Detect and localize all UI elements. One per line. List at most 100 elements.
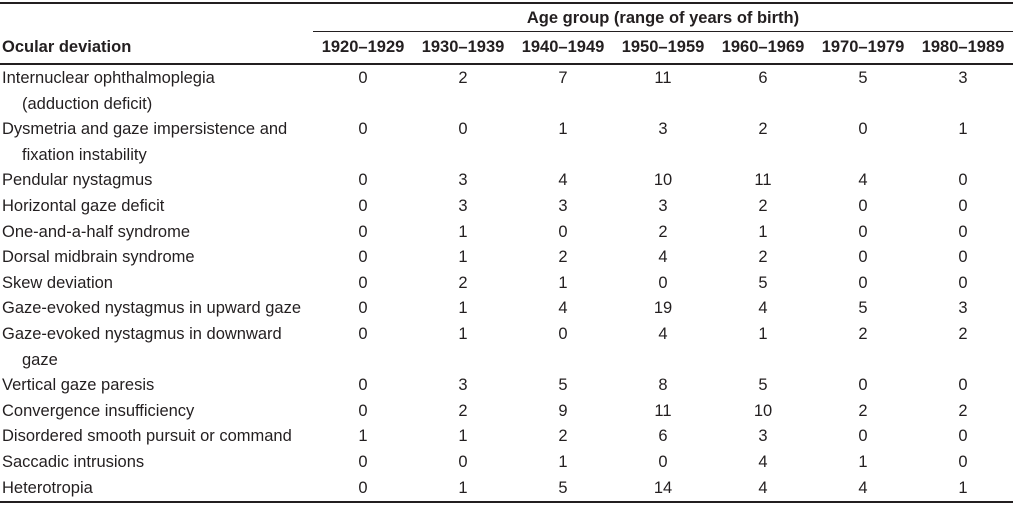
column-header-1960-1969: 1960–1969	[713, 31, 813, 65]
row-label-text: Pendular nystagmus	[2, 171, 153, 190]
row-label: Skew deviation	[0, 271, 313, 297]
value-cell: 8	[658, 376, 668, 395]
value-cell: 5	[558, 376, 568, 395]
row-label: Gaze-evoked nystagmus in upward gaze	[0, 296, 313, 322]
row-label-text: Gaze-evoked nystagmus in upward gaze	[2, 299, 301, 318]
value-cell: 0	[358, 324, 368, 343]
row-label: Vertical gaze paresis	[0, 373, 313, 399]
value-cell: 3	[558, 196, 568, 215]
value-cell: 0	[858, 196, 868, 215]
value-cell: 2	[958, 401, 968, 420]
value-cell: 5	[558, 478, 568, 497]
column-header-1970-1979: 1970–1979	[813, 31, 913, 65]
value-cell: 0	[358, 299, 368, 318]
value-cell: 0	[458, 452, 468, 471]
column-header-1930-1939: 1930–1939	[413, 31, 513, 65]
value-cell: 5	[758, 273, 768, 292]
value-cell: 4	[758, 299, 768, 318]
row-label: Heterotropia	[0, 476, 313, 503]
value-cell: 0	[358, 171, 368, 190]
value-cell: 3	[958, 299, 968, 318]
column-header-1950-1959: 1950–1959	[613, 31, 713, 65]
value-cell: 2	[558, 248, 568, 267]
value-cell: 1	[458, 427, 468, 446]
spanner-spacer	[0, 3, 313, 32]
value-cell: 0	[958, 376, 968, 395]
value-cell: 1	[458, 222, 468, 241]
value-cell: 0	[658, 452, 668, 471]
value-cell: 0	[358, 376, 368, 395]
value-cell: 19	[653, 299, 673, 318]
value-cell: 1	[758, 222, 768, 241]
value-cell: 0	[558, 222, 568, 241]
value-cell: 0	[358, 452, 368, 471]
value-cell: 3	[458, 171, 468, 190]
row-label-text: Dysmetria and gaze impersistence and	[2, 120, 288, 139]
value-cell: 1	[758, 324, 768, 343]
value-cell: 0	[358, 196, 368, 215]
value-cell: 1	[558, 120, 568, 139]
row-label-continuation: (adduction deficit)	[22, 94, 153, 113]
row-label-text: Saccadic intrusions	[2, 452, 145, 471]
value-cell: 0	[358, 120, 368, 139]
value-cell: 4	[658, 248, 668, 267]
value-cell: 5	[858, 69, 868, 87]
table-row: Gaze-evoked nystagmus in downward gaze 0 1 0…	[0, 322, 1013, 373]
table-row: Dysmetria and gaze impersistence and fixa…	[0, 117, 1013, 168]
row-label: Pendular nystagmus	[0, 168, 313, 194]
value-cell: 4	[758, 452, 768, 471]
value-cell: 2	[458, 69, 468, 87]
value-cell: 0	[358, 478, 368, 497]
table-row: Gaze-evoked nystagmus in upward gaze 0 1 4 1…	[0, 296, 1013, 322]
table-body: Internuclear ophthalmoplegia (adduction d…	[0, 64, 1013, 502]
value-cell: 6	[758, 69, 768, 87]
table-row: Horizontal gaze deficit 0 3 3 3 2 0 0	[0, 194, 1013, 220]
value-cell: 0	[958, 222, 968, 241]
value-cell: 5	[758, 376, 768, 395]
row-label: Horizontal gaze deficit	[0, 194, 313, 220]
value-cell: 1	[458, 299, 468, 318]
value-cell: 3	[758, 427, 768, 446]
value-cell: 1	[858, 452, 868, 471]
row-label-text: Convergence insufficiency	[2, 401, 195, 420]
value-cell: 1	[958, 478, 968, 497]
value-cell: 11	[754, 171, 772, 190]
row-label: Saccadic intrusions	[0, 450, 313, 476]
value-cell: 0	[958, 248, 968, 267]
row-label: Dysmetria and gaze impersistence and fixa…	[0, 117, 313, 168]
value-cell: 0	[858, 222, 868, 241]
row-label: Internuclear ophthalmoplegia (adduction d…	[0, 64, 313, 117]
row-label-text: Gaze-evoked nystagmus in downward	[2, 324, 282, 343]
table-row: One-and-a-half syndrome 0 1 0 2 1 0 0	[0, 220, 1013, 246]
value-cell: 1	[358, 427, 368, 446]
value-cell: 0	[858, 427, 868, 446]
value-cell: 2	[858, 401, 868, 420]
value-cell: 4	[858, 171, 868, 190]
value-cell: 2	[458, 401, 468, 420]
table-row: Saccadic intrusions 0 0 1 0 4 1 0	[0, 450, 1013, 476]
value-cell: 4	[658, 324, 668, 343]
value-cell: 0	[958, 427, 968, 446]
spanner-row: Age group (range of years of birth)	[0, 3, 1013, 32]
value-cell: 4	[858, 478, 868, 497]
value-cell: 11	[654, 69, 672, 87]
row-label-text: Horizontal gaze deficit	[2, 196, 165, 215]
table-row: Disordered smooth pursuit or command 1 1 2 6…	[0, 424, 1013, 450]
row-label-text: Vertical gaze paresis	[2, 376, 155, 395]
value-cell: 3	[958, 69, 968, 87]
row-label-continuation: gaze	[22, 350, 58, 369]
value-cell: 0	[858, 120, 868, 139]
row-label-continuation: fixation instability	[22, 145, 147, 164]
value-cell: 0	[858, 248, 868, 267]
row-label: One-and-a-half syndrome	[0, 220, 313, 246]
value-cell: 0	[358, 222, 368, 241]
value-cell: 1	[558, 273, 568, 292]
value-cell: 0	[958, 171, 968, 190]
value-cell: 2	[458, 273, 468, 292]
value-cell: 2	[758, 248, 768, 267]
value-cell: 1	[958, 120, 968, 139]
value-cell: 4	[758, 478, 768, 497]
value-cell: 5	[858, 299, 868, 318]
value-cell: 9	[558, 401, 568, 420]
row-label-text: Heterotropia	[2, 478, 93, 497]
